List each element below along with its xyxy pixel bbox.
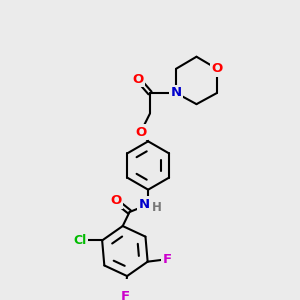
Text: F: F: [121, 290, 130, 300]
Text: H: H: [152, 201, 161, 214]
Text: F: F: [163, 253, 172, 266]
Text: O: O: [110, 194, 121, 207]
Text: N: N: [139, 198, 150, 211]
Text: O: O: [135, 125, 146, 139]
Text: O: O: [211, 62, 223, 75]
Text: Cl: Cl: [73, 234, 86, 247]
Text: O: O: [132, 73, 143, 85]
Text: N: N: [170, 86, 182, 100]
